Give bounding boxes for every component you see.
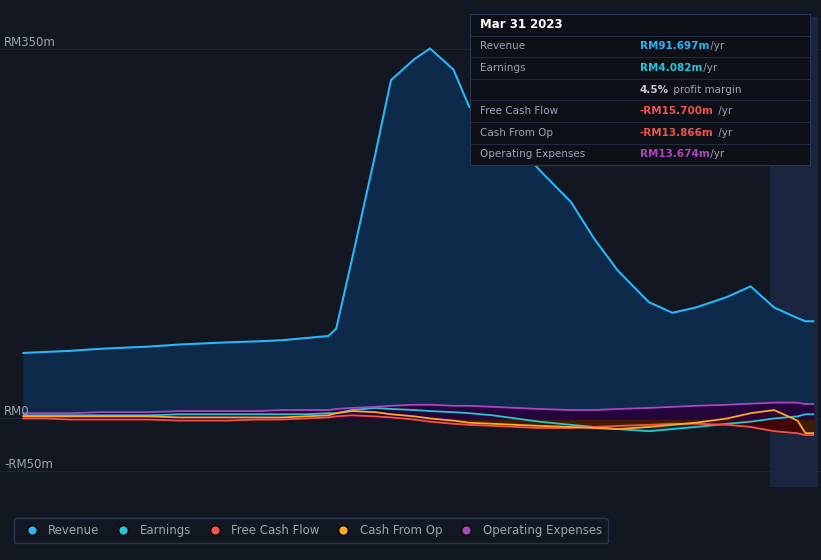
Text: /yr: /yr (715, 106, 732, 116)
Text: Operating Expenses: Operating Expenses (479, 150, 585, 160)
Text: -RM13.866m: -RM13.866m (640, 128, 713, 138)
Text: Revenue: Revenue (479, 41, 525, 52)
Text: /yr: /yr (715, 128, 732, 138)
Text: profit margin: profit margin (670, 85, 741, 95)
Text: /yr: /yr (700, 63, 718, 73)
Text: RM4.082m: RM4.082m (640, 63, 702, 73)
Text: Cash From Op: Cash From Op (479, 128, 553, 138)
Bar (770, 17, 817, 487)
Text: -RM50m: -RM50m (4, 458, 53, 472)
Text: /yr: /yr (708, 41, 725, 52)
Text: RM91.697m: RM91.697m (640, 41, 709, 52)
Text: RM0: RM0 (4, 405, 30, 418)
Text: -RM15.700m: -RM15.700m (640, 106, 713, 116)
Text: Mar 31 2023: Mar 31 2023 (479, 18, 562, 31)
Text: Free Cash Flow: Free Cash Flow (479, 106, 558, 116)
Text: /yr: /yr (708, 150, 725, 160)
Text: 4.5%: 4.5% (640, 85, 669, 95)
Text: RM350m: RM350m (4, 35, 56, 49)
Legend: Revenue, Earnings, Free Cash Flow, Cash From Op, Operating Expenses: Revenue, Earnings, Free Cash Flow, Cash … (14, 519, 608, 543)
Text: Earnings: Earnings (479, 63, 525, 73)
Text: RM13.674m: RM13.674m (640, 150, 709, 160)
